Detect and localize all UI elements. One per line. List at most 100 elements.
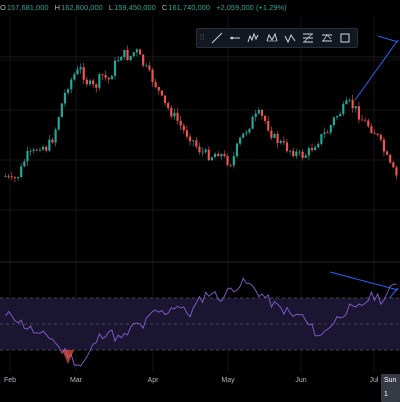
candle-body <box>32 149 35 151</box>
candle-body <box>357 106 361 120</box>
candle-body <box>142 54 145 66</box>
candle-body <box>185 130 189 137</box>
trend-line-button[interactable] <box>208 29 226 47</box>
close-value: 161,740,000 <box>168 3 211 12</box>
drawing-toolbar[interactable]: ⁞⁞ <box>196 28 358 48</box>
candle-body <box>38 149 42 151</box>
xabcd-pattern-button[interactable] <box>263 29 281 47</box>
candle-body <box>276 133 279 143</box>
xabcd-pattern-icon <box>266 32 278 42</box>
rsi-oversold-fill <box>62 350 74 364</box>
candle-body <box>373 132 376 134</box>
axis-label-jul: Jul <box>369 377 379 384</box>
candle-body <box>307 148 310 156</box>
candle-body <box>76 69 79 75</box>
abcd-pattern-icon <box>284 33 296 44</box>
elliott-wave-button[interactable] <box>244 29 262 47</box>
candle-body <box>41 146 45 150</box>
candle-body <box>282 140 285 143</box>
candle-body <box>151 69 154 83</box>
trend-line-icon <box>211 32 223 44</box>
candle-body <box>45 146 48 151</box>
candle-body <box>270 130 273 138</box>
candle-body <box>4 176 7 178</box>
axis-label-feb: Feb <box>3 377 17 384</box>
candle-body <box>148 65 151 70</box>
horizontal-ray-button[interactable] <box>226 29 244 47</box>
candle-body <box>351 99 354 109</box>
rectangle-icon <box>340 33 350 43</box>
candle-body <box>51 139 54 143</box>
price-trend-line <box>354 39 399 101</box>
candle-body <box>13 177 17 179</box>
open-label: O <box>0 3 6 12</box>
axis-label-apr: Apr <box>147 377 159 384</box>
candle-body <box>264 115 267 121</box>
price-trend-line-top <box>377 35 399 43</box>
ohlc-legend: O157,681,000 H162,800,000 L159,450,000 C… <box>0 0 400 16</box>
candle-body <box>245 132 248 134</box>
abcd-pattern-button[interactable] <box>281 29 299 47</box>
high-value: 162,800,000 <box>61 3 103 12</box>
candle-body <box>251 117 254 129</box>
candle-body <box>98 74 101 88</box>
candle-body <box>317 143 320 148</box>
candle-body <box>332 117 335 126</box>
candle-body <box>364 120 367 122</box>
open-value: 157,681,000 <box>6 3 49 12</box>
candle-body <box>360 119 364 121</box>
candle-body <box>345 100 348 104</box>
candle-body <box>117 60 120 62</box>
candle-body <box>310 148 314 151</box>
candle-body <box>238 137 242 144</box>
low-value: 159,450,000 <box>114 3 156 12</box>
candle-body <box>198 146 201 153</box>
candle-body <box>235 143 239 157</box>
candle-body <box>229 164 232 166</box>
candle-body <box>170 108 173 117</box>
candle-body <box>120 57 123 61</box>
candle-body <box>167 103 170 109</box>
candle-body <box>314 147 317 151</box>
candle-body <box>367 120 370 127</box>
candlestick-series <box>4 45 398 183</box>
candle-body <box>326 132 329 134</box>
axis-label-jun: Jun <box>295 377 307 384</box>
candle-body <box>392 162 395 168</box>
trend-lines[interactable] <box>329 35 399 343</box>
candle-body <box>60 103 63 118</box>
candle-body <box>298 151 301 153</box>
candle-body <box>173 112 176 117</box>
fib-extension-button[interactable] <box>317 29 335 47</box>
candle-body <box>82 67 85 80</box>
candle-body <box>273 133 276 138</box>
candle-body <box>382 139 386 152</box>
drag-handle-icon[interactable]: ⁞⁞ <box>200 33 205 42</box>
close-label: C <box>161 3 168 12</box>
candle-body <box>101 74 104 76</box>
candle-body <box>16 177 20 179</box>
candle-body <box>207 149 210 161</box>
candle-body <box>389 154 392 163</box>
candle-body <box>213 153 217 158</box>
candle-body <box>210 157 214 161</box>
fib-retracement-button[interactable] <box>299 29 317 47</box>
candle-body <box>223 154 226 157</box>
candle-body <box>295 151 298 156</box>
current-time-label: Sun 1 <box>381 374 400 402</box>
candle-body <box>217 153 220 157</box>
rectangle-button[interactable] <box>336 29 354 47</box>
candle-body <box>138 49 142 55</box>
candle-body <box>232 156 235 166</box>
candle-body <box>226 156 229 165</box>
candle-body <box>57 117 60 130</box>
candle-body <box>135 49 138 53</box>
candle-body <box>70 79 73 90</box>
candle-body <box>73 74 76 80</box>
candle-body <box>285 142 289 152</box>
candle-body <box>292 150 295 156</box>
candle-body <box>195 140 198 147</box>
candle-body <box>348 99 351 101</box>
candle-body <box>7 176 10 178</box>
